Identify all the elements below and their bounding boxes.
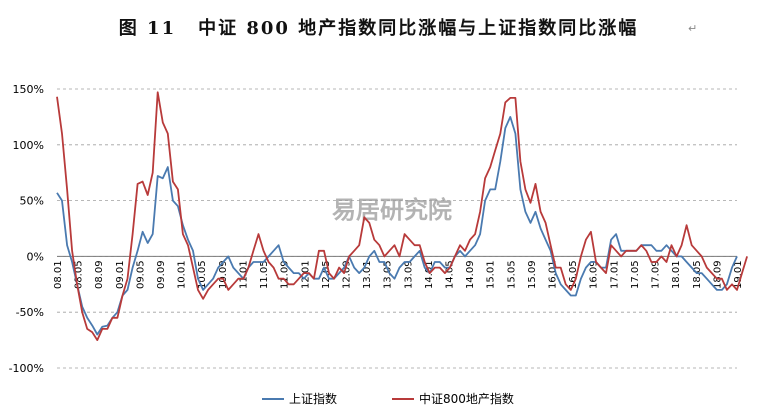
x-tick-label: 18.09 — [712, 260, 723, 289]
x-tick-label: 17.05 — [630, 260, 641, 289]
series-lines — [56, 91, 748, 342]
chart-title: 图 11 中证 800 地产指数同比涨幅与上证指数同比涨幅 — [0, 14, 757, 40]
x-tick-label: 14.01 — [424, 260, 435, 289]
y-tick-label: 150% — [13, 83, 44, 96]
watermark-text: 易居研究院 — [332, 195, 452, 224]
x-tick-label: 15.05 — [506, 260, 517, 289]
x-tick-label: 16.05 — [568, 260, 579, 289]
x-tick-label: 17.01 — [609, 260, 620, 289]
x-tick-label: 15.01 — [486, 260, 497, 289]
x-tick-label: 11.01 — [238, 260, 249, 289]
x-tick-label: 13.09 — [403, 260, 414, 289]
legend: 上证指数 中证800地产指数 — [262, 391, 514, 406]
legend-label-csi800-realestate: 中证800地产指数 — [419, 391, 514, 406]
x-tick-label: 08.05 — [74, 260, 85, 289]
series-line-shanghai — [56, 116, 738, 336]
x-tick-label: 12.01 — [300, 260, 311, 289]
x-tick-label: 12.09 — [341, 260, 352, 289]
x-tick-label: 11.09 — [280, 260, 291, 289]
x-tick-label: 18.01 — [671, 260, 682, 289]
x-tick-label: 11.05 — [259, 260, 270, 289]
y-tick-label: 100% — [13, 139, 44, 152]
grid-lines — [57, 88, 737, 369]
y-tick-label: -100% — [9, 362, 44, 375]
y-tick-label: -50% — [16, 306, 44, 319]
x-tick-label: 08.01 — [53, 260, 64, 289]
x-tick-label: 13.05 — [383, 260, 394, 289]
x-tick-label: 19.01 — [733, 260, 744, 289]
figure-number: 图 11 — [118, 18, 177, 39]
return-mark-icon: ↵ — [688, 22, 698, 35]
x-axis: 08.01 08.05 08.09 09.01 09.05 09.09 10.01 10.05… — [53, 260, 744, 289]
y-axis: 150% 100% 50% 0% -50% -100% — [9, 83, 44, 375]
x-tick-label: 14.05 — [445, 260, 456, 289]
x-tick-label: 17.09 — [651, 260, 662, 289]
x-tick-label: 14.09 — [465, 260, 476, 289]
x-tick-label: 10.01 — [177, 260, 188, 289]
x-tick-label: 16.09 — [589, 260, 600, 289]
x-tick-label: 15.09 — [527, 260, 538, 289]
x-tick-label: 10.05 — [197, 260, 208, 289]
title-text: 中证 800 地产指数同比涨幅与上证指数同比涨幅 — [198, 18, 639, 39]
y-tick-label: 50% — [20, 195, 44, 208]
y-tick-label: 0% — [27, 250, 44, 263]
x-tick-label: 08.09 — [94, 260, 105, 289]
x-tick-label: 09.09 — [156, 260, 167, 289]
legend-label-shanghai: 上证指数 — [289, 391, 337, 406]
x-tick-label: 16.01 — [548, 260, 559, 289]
x-tick-label: 09.01 — [115, 260, 126, 289]
x-tick-label: 13.01 — [362, 260, 373, 289]
series-line-csi800-realestate — [56, 91, 748, 342]
x-tick-label: 10.09 — [218, 260, 229, 289]
x-tick-label: 18.05 — [692, 260, 703, 289]
x-tick-label: 09.05 — [135, 260, 146, 289]
